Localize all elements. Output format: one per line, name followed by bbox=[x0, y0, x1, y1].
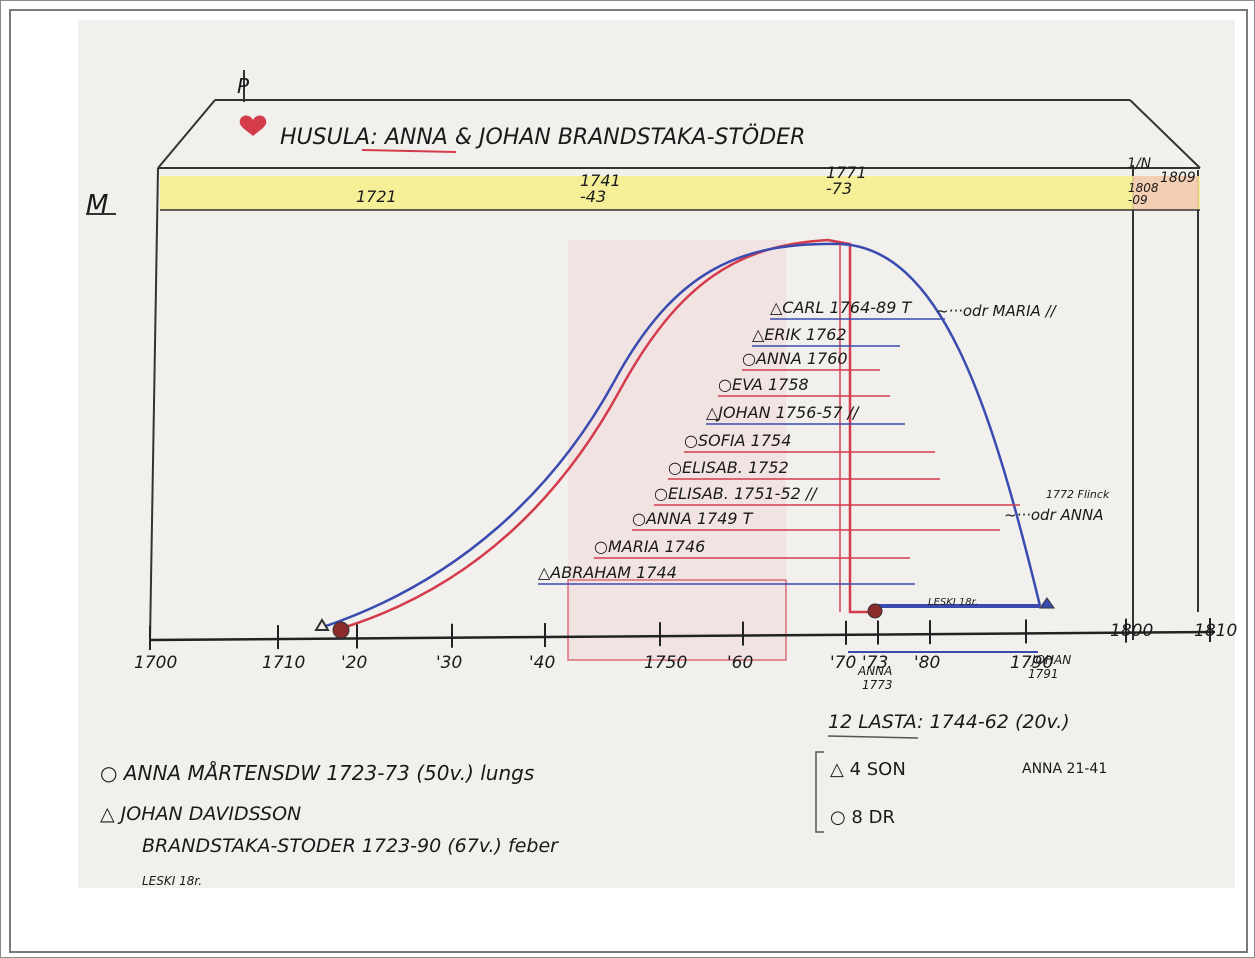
side-mark: M bbox=[86, 190, 108, 220]
pink-region-outline bbox=[567, 579, 787, 661]
johan-birth-marker bbox=[314, 618, 330, 631]
child-label: ○ANNA 1760 bbox=[742, 349, 848, 368]
right-mark-2: 1809 bbox=[1160, 170, 1196, 186]
child-label: ○MARIA 1746 bbox=[594, 537, 705, 556]
header-title: HUSULA: ANNA & JOHAN BRANDSTAKA-STÖDER bbox=[280, 124, 805, 150]
axis-tick-label: '20 bbox=[341, 653, 367, 673]
small-mark: LESKI 18r. bbox=[928, 597, 978, 608]
legend-johan-line1: △ JOHAN DAVIDSSON bbox=[100, 803, 301, 825]
summary-sons: △ 4 SON bbox=[830, 759, 906, 780]
axis-tick-label: 1710 bbox=[262, 653, 305, 673]
axis-tick-label: '40 bbox=[529, 653, 555, 673]
band-event-label: 1741 -43 bbox=[580, 171, 621, 206]
anna-death-marker bbox=[867, 603, 883, 619]
summary-anna-age: ANNA 21-41 bbox=[1022, 761, 1107, 777]
child-label: △CARL 1764-89 T bbox=[770, 298, 912, 317]
right-mark-1: 1/N bbox=[1127, 156, 1152, 172]
yellow-band bbox=[160, 176, 1200, 210]
child-label: △ERIK 1762 bbox=[752, 325, 847, 344]
carl-remark: ~···odr MARIA // bbox=[936, 302, 1058, 320]
summary-title: 12 LASTA: 1744-62 (20v.) bbox=[828, 711, 1070, 733]
band-event-label: 1808 -09 bbox=[1128, 181, 1159, 207]
legend-johan-line2: BRANDSTAKA-STODER 1723-90 (67v.) feber bbox=[142, 835, 559, 857]
axis-tick-label: 1810 bbox=[1194, 621, 1237, 641]
axis-tick-label: '80 bbox=[914, 653, 940, 673]
timeline-axis bbox=[149, 630, 1216, 642]
axis-ticks: 1700 1710 '20 '30 '40 1750 '60 '70 '73 '80 1790 180… bbox=[134, 618, 1237, 673]
death-anna: ANNA 1773 bbox=[857, 664, 893, 692]
child-label: ○ANNA 1749 T bbox=[632, 509, 754, 528]
child-label: ○ELISAB. 1752 bbox=[668, 458, 789, 477]
summary-daughters: ○ 8 DR bbox=[830, 807, 895, 828]
paper-background bbox=[78, 20, 1235, 888]
child-label: ○EVA 1758 bbox=[718, 375, 809, 394]
summary-bracket bbox=[815, 751, 824, 833]
axis-tick-label: '30 bbox=[436, 653, 462, 673]
band-event-label: 1721 bbox=[356, 187, 397, 206]
legend-anna: ○ ANNA MÅRTENSDW 1723-73 (50v.) lungs bbox=[100, 761, 534, 785]
anna-birth-marker bbox=[332, 621, 350, 639]
axis-tick-label: 1700 bbox=[134, 653, 177, 673]
axis-tick-label: 1800 bbox=[1110, 621, 1153, 641]
legend-footer-fragment: LESKI 18r. bbox=[142, 874, 202, 888]
pink-region bbox=[568, 240, 786, 660]
child-label: △ABRAHAM 1744 bbox=[538, 563, 677, 582]
band-event-label: 1771 -73 bbox=[826, 163, 867, 198]
axis-tick-label: '60 bbox=[727, 653, 753, 673]
child-label: △JOHAN 1756-57 // bbox=[706, 403, 860, 422]
heart-icon bbox=[239, 115, 267, 136]
pink-band-end bbox=[1133, 176, 1198, 210]
death-johan: JOHAN 1791 bbox=[1028, 653, 1071, 681]
axis-tick-label: 1790 bbox=[1010, 653, 1053, 673]
child-label: ○SOFIA 1754 bbox=[684, 431, 791, 450]
anna-remark-small: 1772 Flinck bbox=[1046, 488, 1110, 501]
summary-underline bbox=[827, 735, 919, 739]
band-events: 1721 1741 -43 1771 -73 1808 -09 bbox=[356, 163, 1159, 207]
anna-remark: ~···odr ANNA bbox=[1004, 506, 1103, 524]
title-underline bbox=[361, 149, 457, 153]
axis-tick-label: 1750 bbox=[644, 653, 687, 673]
johan-death-marker bbox=[1039, 597, 1055, 609]
flag-letter: P bbox=[237, 74, 250, 98]
axis-tick-label: '70 bbox=[830, 653, 856, 673]
child-label: ○ELISAB. 1751-52 // bbox=[654, 484, 818, 503]
children-group: △CARL 1764-89 T △ERIK 1762 ○ANNA 1760 ○EVA … bbox=[538, 298, 1020, 585]
house-outline bbox=[149, 70, 1201, 641]
axis-tick-label: '73 bbox=[862, 653, 888, 673]
johan-curve bbox=[325, 242, 1042, 628]
